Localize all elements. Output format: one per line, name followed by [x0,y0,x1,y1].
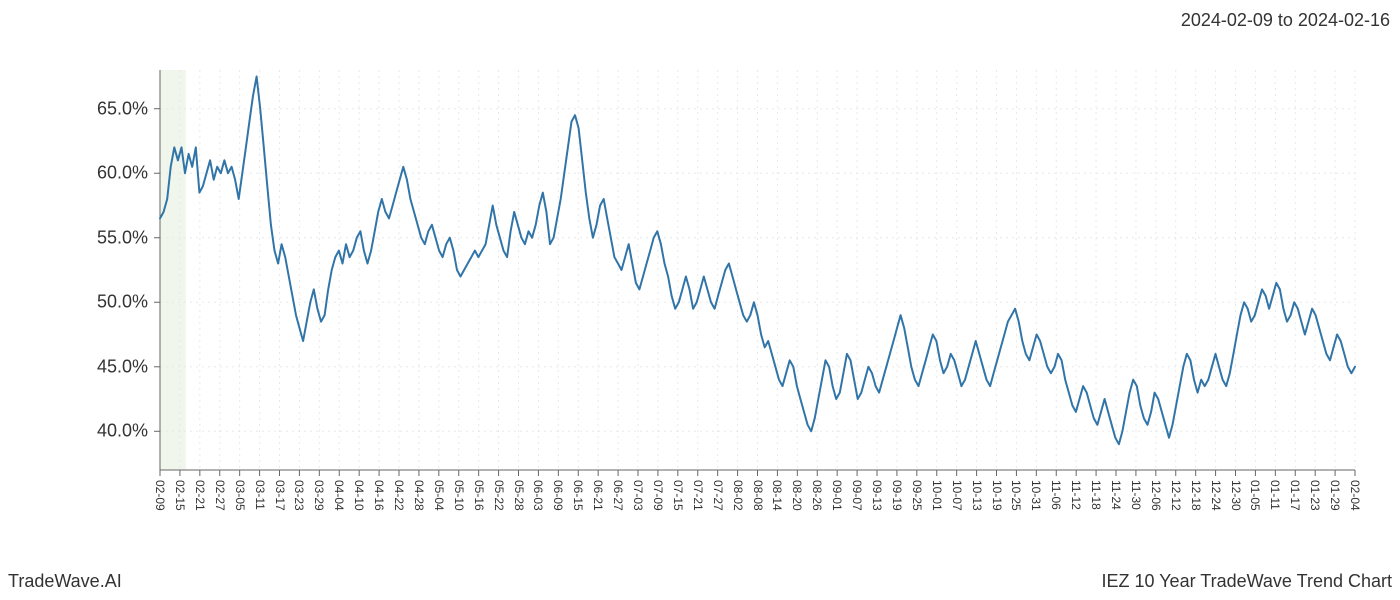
x-tick-label: 03-23 [292,480,306,511]
x-tick-label: 02-15 [173,480,187,511]
y-tick-label: 50.0% [0,292,148,313]
x-tick-label: 06-21 [591,480,605,511]
x-tick-label: 07-03 [631,480,645,511]
highlight-band [160,70,186,470]
date-range-label: 2024-02-09 to 2024-02-16 [1181,10,1390,31]
x-tick-label: 12-18 [1189,480,1203,511]
x-tick-label: 02-27 [213,480,227,511]
x-tick-label: 12-06 [1149,480,1163,511]
y-tick-label: 40.0% [0,421,148,442]
x-tick-label: 04-04 [332,480,346,511]
x-tick-label: 01-11 [1268,480,1282,510]
x-tick-label: 09-01 [830,480,844,511]
brand-label: TradeWave.AI [8,571,122,592]
x-tick-label: 10-25 [1009,480,1023,511]
x-tick-label: 08-08 [751,480,765,511]
x-tick-label: 09-25 [910,480,924,511]
y-tick-label: 65.0% [0,98,148,119]
x-tick-label: 05-22 [492,480,506,511]
x-tick-label: 07-27 [711,480,725,511]
x-tick-label: 02-21 [193,480,207,511]
x-tick-label: 04-28 [412,480,426,511]
x-tick-label: 12-24 [1209,480,1223,511]
x-tick-label: 07-21 [691,480,705,511]
x-tick-label: 06-15 [571,480,585,511]
x-tick-label: 04-10 [352,480,366,511]
x-tick-label: 06-27 [611,480,625,511]
x-tick-label: 08-14 [770,480,784,511]
x-tick-label: 07-15 [671,480,685,511]
x-tick-label: 03-05 [233,480,247,511]
x-tick-label: 01-29 [1328,480,1342,511]
x-tick-label: 03-29 [312,480,326,511]
chart-title: IEZ 10 Year TradeWave Trend Chart [1102,571,1393,592]
x-tick-label: 10-19 [990,480,1004,511]
x-tick-label: 09-07 [850,480,864,511]
x-tick-label: 08-26 [810,480,824,511]
x-tick-label: 10-01 [930,480,944,511]
x-tick-label: 04-22 [392,480,406,511]
x-tick-label: 06-09 [551,480,565,511]
x-tick-label: 02-09 [153,480,167,511]
x-tick-label: 04-16 [372,480,386,511]
x-tick-label: 11-12 [1069,480,1083,510]
x-tick-label: 03-17 [273,480,287,511]
x-tick-label: 05-10 [452,480,466,511]
x-tick-label: 12-12 [1169,480,1183,511]
x-tick-label: 01-17 [1288,480,1302,511]
x-tick-label: 10-13 [970,480,984,511]
y-tick-label: 55.0% [0,227,148,248]
x-tick-label: 10-31 [1029,480,1043,511]
chart-svg [0,50,1400,540]
x-tick-label: 06-03 [531,480,545,511]
x-tick-label: 10-07 [950,480,964,511]
x-tick-label: 05-04 [432,480,446,511]
y-tick-label: 60.0% [0,163,148,184]
x-tick-label: 11-30 [1129,480,1143,510]
x-tick-label: 01-05 [1248,480,1262,511]
y-tick-label: 45.0% [0,356,148,377]
x-tick-label: 11-06 [1049,480,1063,510]
x-tick-label: 01-23 [1308,480,1322,511]
x-tick-label: 07-09 [651,480,665,511]
x-tick-label: 05-16 [472,480,486,511]
x-tick-label: 03-11 [253,480,267,510]
x-tick-label: 09-19 [890,480,904,511]
x-tick-label: 08-20 [790,480,804,511]
x-tick-label: 08-02 [731,480,745,511]
x-tick-label: 02-04 [1348,480,1362,511]
x-tick-label: 05-28 [512,480,526,511]
x-tick-label: 09-13 [870,480,884,511]
x-tick-label: 11-18 [1089,480,1103,510]
trend-chart: 40.0% 45.0% 50.0% 55.0% 60.0% 65.0% 02-09 02-1… [0,50,1400,540]
x-tick-label: 11-24 [1109,480,1123,510]
x-tick-label: 12-30 [1229,480,1243,511]
